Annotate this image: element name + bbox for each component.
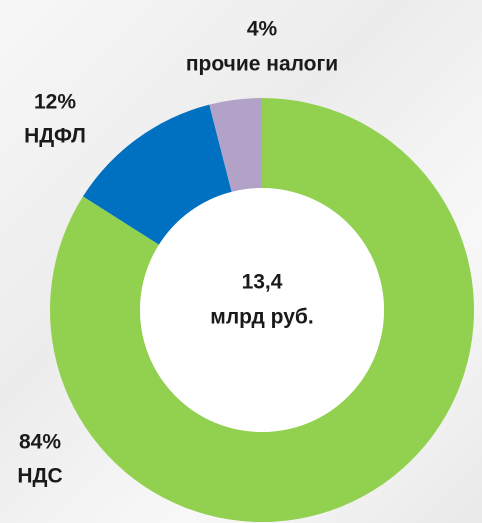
slice	[49, 98, 475, 522]
center-unit: млрд руб.	[210, 306, 313, 329]
category-label: НДФЛ	[24, 125, 86, 148]
donut-hole	[140, 188, 384, 432]
slice	[209, 98, 262, 192]
center-value: 13,4	[242, 271, 283, 294]
value-label: 4%	[247, 18, 278, 41]
value-label: 12%	[34, 91, 76, 114]
slice	[83, 104, 232, 245]
category-label: прочие налоги	[186, 53, 338, 76]
value-label: 84%	[19, 431, 61, 454]
category-label: НДС	[17, 465, 62, 488]
